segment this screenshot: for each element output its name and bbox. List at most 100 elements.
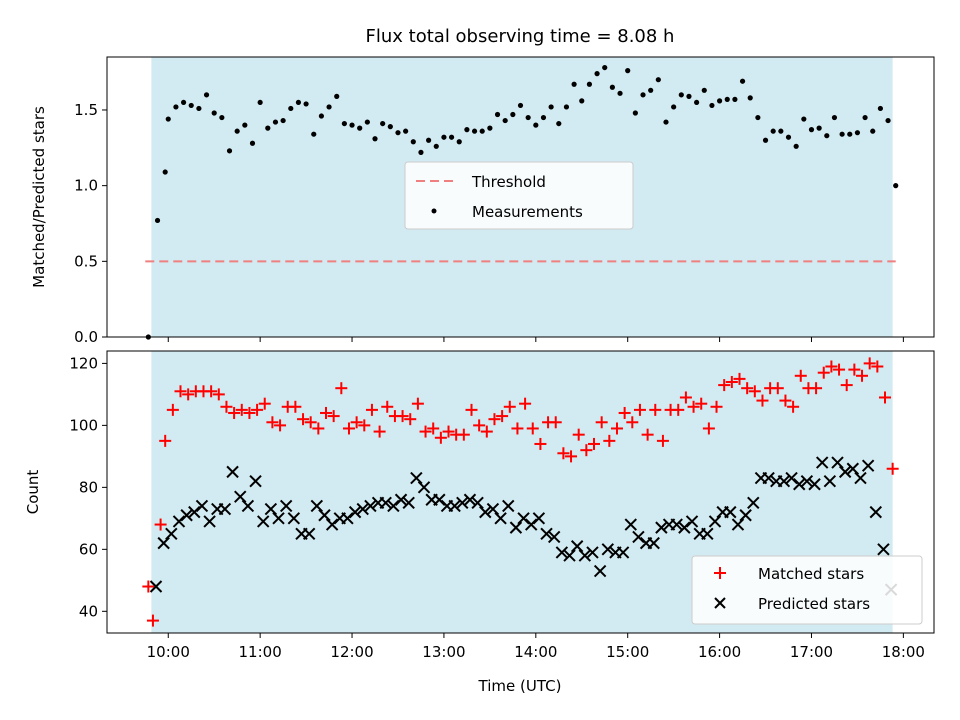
matched-star-point	[465, 403, 478, 416]
predicted-star-point	[547, 530, 561, 544]
measurement-point	[609, 84, 615, 90]
measurement-point	[709, 102, 715, 109]
predicted-star-point	[494, 512, 507, 525]
matched-star-point	[672, 403, 685, 416]
matched-stars-points	[142, 357, 899, 627]
predicted-star-point	[586, 546, 599, 559]
predicted-star-point	[302, 527, 316, 541]
measurement-point	[732, 96, 738, 102]
measurement-point	[234, 128, 240, 134]
predicted-star-point	[456, 496, 469, 510]
matched-star-point	[228, 406, 241, 419]
legend-measurements-label: Measurements	[472, 203, 583, 221]
measurement-point	[242, 122, 248, 128]
matched-star-point	[817, 366, 830, 379]
matched-star-point	[702, 422, 715, 435]
measurement-point	[433, 143, 439, 149]
measurement-point	[816, 125, 822, 131]
matched-star-point	[212, 388, 225, 401]
matched-star-point	[373, 425, 386, 438]
predicted-star-point	[540, 527, 553, 541]
predicted-star-point	[479, 505, 492, 519]
bottom-y-axis-label: Count	[24, 470, 42, 515]
predicted-star-point	[379, 496, 392, 510]
measurement-point	[793, 143, 799, 149]
measurement-point	[280, 117, 286, 124]
matched-star-point	[794, 369, 807, 382]
x-tick-label: 10:00	[147, 643, 190, 661]
predicted-star-point	[318, 509, 331, 522]
y-tick-label: 40	[79, 602, 98, 620]
matched-star-point	[320, 406, 333, 419]
matched-star-point	[327, 410, 340, 423]
x-tick-label: 12:00	[330, 643, 373, 661]
measurement-point	[219, 114, 225, 121]
matched-star-point	[603, 434, 616, 447]
matched-star-point	[787, 400, 800, 413]
predicted-star-point	[555, 546, 569, 559]
measurement-point	[625, 68, 631, 74]
measurement-point	[188, 102, 194, 109]
predicted-star-point	[624, 518, 637, 531]
matched-star-point	[434, 431, 447, 444]
legend-matched-label: Matched stars	[758, 565, 864, 583]
matched-star-point	[825, 360, 838, 373]
measurement-point	[203, 92, 210, 98]
measurement-point	[410, 139, 416, 145]
matched-star-point	[863, 357, 876, 370]
predicted-star-point	[402, 496, 415, 510]
predicted-star-point	[800, 474, 814, 488]
measurement-point	[885, 117, 891, 124]
predicted-star-point	[387, 499, 400, 513]
predicted-star-point	[570, 540, 584, 553]
measurement-point	[862, 114, 868, 121]
predicted-star-point	[356, 502, 369, 516]
matched-star-point	[159, 434, 172, 447]
matched-star-point	[251, 403, 264, 416]
predicted-star-point	[532, 512, 546, 525]
matched-star-point	[687, 400, 700, 413]
predicted-star-point	[417, 481, 431, 494]
y-tick-label: 1.5	[74, 101, 98, 119]
measurement-point	[464, 127, 470, 133]
matched-star-point	[679, 391, 692, 404]
measurement-point	[494, 111, 501, 118]
matched-star-point	[427, 422, 440, 435]
measurement-point	[755, 114, 761, 121]
matched-star-point	[695, 397, 708, 410]
measurement-point	[326, 104, 332, 110]
matched-star-point	[840, 379, 853, 392]
predicted-star-point	[739, 509, 752, 522]
measurement-point	[372, 136, 378, 142]
measurement-point	[739, 78, 746, 84]
predicted-star-point	[823, 474, 837, 488]
top-panel: 0.0 0.5 1.0 1.5 Flux total observing time =…	[30, 26, 935, 346]
matched-star-point	[886, 462, 899, 475]
measurement-point	[265, 125, 271, 131]
measurement-point	[525, 114, 531, 121]
measurement-point	[418, 149, 424, 155]
top-y-axis-label: Matched/Predicted stars	[30, 106, 48, 288]
predicted-star-point	[195, 499, 209, 513]
measurement-point	[778, 128, 784, 134]
measurement-point	[226, 148, 233, 154]
measurement-point	[678, 92, 684, 98]
chart-title: Flux total observing time = 8.08 h	[366, 26, 675, 47]
matched-star-point	[335, 382, 348, 395]
matched-star-point	[503, 400, 516, 413]
matched-star-point	[641, 428, 654, 441]
measurement-point	[487, 125, 493, 131]
measurement-point	[288, 105, 294, 112]
predicted-star-point	[364, 499, 377, 513]
predicted-star-point	[831, 456, 844, 469]
top-y-axis: 0.0 0.5 1.0 1.5	[74, 101, 107, 346]
measurement-point	[441, 134, 447, 140]
predicted-star-point	[394, 493, 408, 506]
measurement-point	[824, 133, 830, 139]
measurement-point	[303, 101, 309, 107]
matched-star-point	[274, 419, 287, 432]
matched-star-point	[549, 416, 562, 429]
measurement-point	[165, 116, 171, 122]
measurement-point	[540, 114, 547, 121]
predicted-star-point	[701, 527, 714, 541]
